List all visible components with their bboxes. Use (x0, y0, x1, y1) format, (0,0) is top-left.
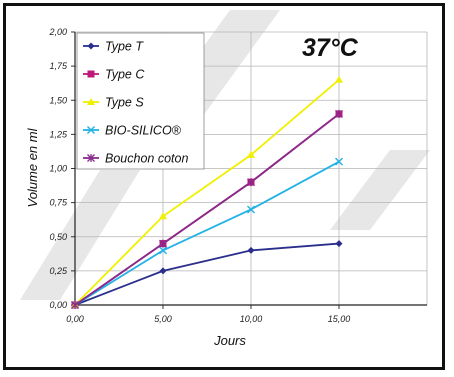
x-axis-title: Jours (213, 333, 246, 348)
legend-swatch-marker (87, 154, 95, 162)
series-3-point (159, 246, 167, 255)
series-line-0 (74, 242, 340, 306)
series-line-4 (74, 113, 340, 306)
series-2-point (335, 75, 343, 83)
series-0-point (159, 267, 167, 275)
chart-title: 37°C (302, 34, 359, 62)
series-3-point-stroke (159, 246, 167, 255)
legend-box (76, 32, 205, 170)
series-3-point (335, 157, 343, 166)
legend-swatch-marker-stroke (87, 126, 95, 134)
y-tick-label: 1,25 (49, 129, 68, 139)
legend-swatch-marker (87, 70, 95, 78)
series-line-3 (74, 160, 340, 306)
x-tick-label: 15,00 (328, 314, 351, 324)
x-tick-label: 0,00 (66, 314, 84, 324)
series-4-point (335, 109, 343, 118)
series-4-point (247, 178, 255, 187)
series-3-point (247, 205, 255, 214)
series-2-point (159, 212, 167, 220)
plot-area: 0,00 0,25 0,50 0,75 1,00 1,25 1,50 1,75 2,00 0,00… (48, 27, 428, 324)
legend-swatch-marker (87, 98, 95, 105)
y-axis-title: Volume en ml (25, 127, 40, 207)
y-tick-label: 0,50 (49, 232, 67, 242)
legend-label: Type T (105, 40, 144, 54)
y-tick-label: 0,00 (49, 300, 67, 310)
legend-swatch-marker (87, 126, 95, 134)
x-tick-label: 10,00 (240, 314, 263, 324)
y-tick-label: 1,00 (49, 164, 67, 174)
series-3-point-stroke (335, 157, 343, 166)
legend-label: Type C (105, 68, 145, 82)
x-tick-label: 5,00 (154, 314, 172, 324)
series-4-point (159, 239, 167, 248)
series-3-point-stroke (247, 205, 255, 214)
legend: Type T Type C Type S BIO-SILICO® Bouchon cot… (76, 32, 205, 170)
series-0-point (335, 240, 343, 248)
legend-label: Bouchon coton (105, 152, 188, 166)
legend-label: Type S (105, 96, 144, 110)
y-tick-label: 0,25 (49, 266, 68, 276)
y-tick-label: 1,50 (49, 95, 67, 105)
y-tick-label: 1,75 (49, 61, 68, 71)
y-tick-label: 2,00 (48, 27, 67, 37)
y-tick-label: 0,75 (49, 198, 68, 208)
series-line-2 (74, 79, 340, 306)
series-4-point (71, 301, 79, 309)
series-2-point (247, 150, 255, 158)
legend-label: BIO-SILICO® (105, 124, 182, 138)
legend-swatch-marker (87, 42, 95, 50)
series-0-point (247, 246, 255, 254)
